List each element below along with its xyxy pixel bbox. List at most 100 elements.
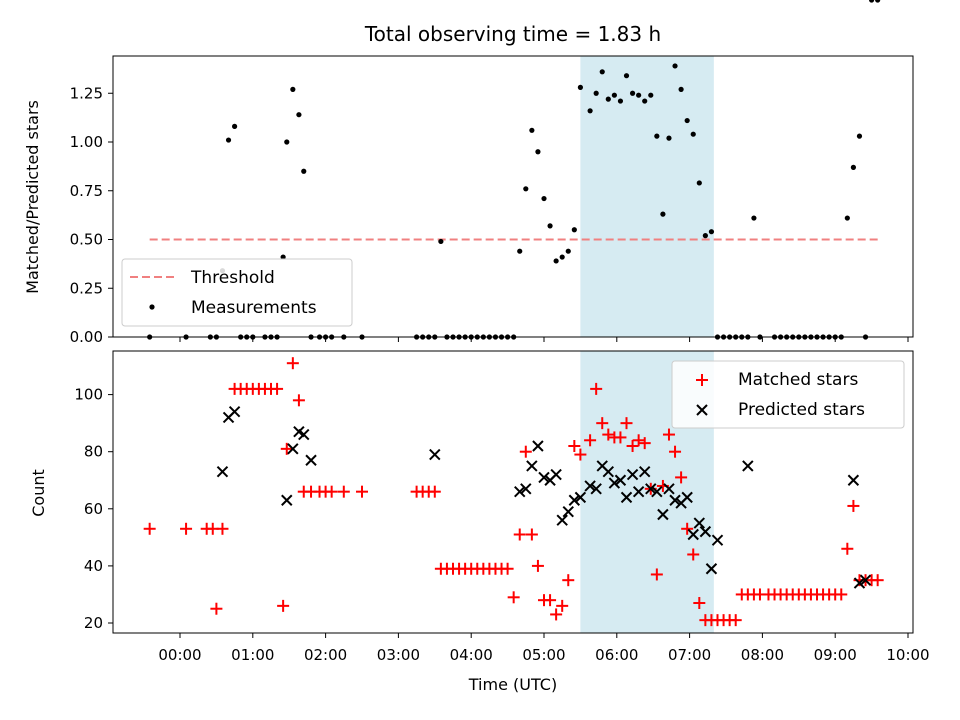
measurement-point (559, 254, 565, 260)
measurement-point (660, 211, 666, 217)
legend-measurements-swatch (149, 304, 155, 310)
matched-star-point (562, 574, 575, 587)
predicted-star-point (681, 491, 693, 504)
predicted-star-point (590, 483, 602, 495)
matched-star-point (729, 614, 742, 627)
measurement-point (529, 127, 535, 133)
predicted-star-point (687, 528, 699, 541)
matched-star-point (507, 591, 520, 604)
x-tick-label: 01:00 (231, 646, 274, 664)
measurement-point (642, 98, 648, 104)
matched-star-point (210, 602, 223, 615)
measurement-point (565, 248, 571, 254)
matched-star-point (681, 522, 694, 535)
measurement-point (523, 186, 529, 192)
measurement-point (438, 238, 444, 245)
measurement-point (280, 254, 286, 260)
top-y-ticks: 0.00 0.25 0.50 0.75 1.00 1.25 (70, 84, 113, 346)
measurement-point (629, 90, 636, 96)
legend-matched-swatch (696, 374, 708, 386)
top-y-axis-label: Matched/Predicted stars (23, 100, 42, 294)
x-tick-label: 03:00 (377, 646, 420, 664)
predicted-star-point (669, 494, 681, 506)
matched-star-point (428, 485, 441, 498)
top-panel: 0.00 0.25 0.50 0.75 1.00 1.25 Matched/Predict… (23, 0, 914, 346)
matched-star-point (519, 445, 532, 458)
predicted-star-point (526, 460, 538, 472)
matched-star-point (501, 562, 514, 575)
matched-star-point (544, 594, 557, 607)
predicted-star-point (657, 508, 669, 521)
bottom-legend-box (671, 360, 905, 429)
matched-star-point (620, 417, 633, 430)
predicted-star-point (711, 534, 724, 546)
matched-star-point (841, 542, 854, 555)
x-tick-label: 06:00 (595, 646, 638, 664)
predicted-star-point (556, 514, 568, 526)
measurement-point (751, 215, 757, 221)
bottom-legend: Matched stars Predicted stars (671, 360, 905, 429)
predicted-star-point (853, 577, 866, 589)
predicted-star-point (584, 480, 596, 492)
measurement-point (553, 258, 559, 264)
predicted-star-point (632, 485, 645, 498)
matched-star-point (337, 485, 350, 498)
predicted-star-point (562, 505, 574, 518)
x-axis-label: Time (UTC) (468, 675, 557, 694)
matched-star-point (280, 442, 293, 455)
matched-star-point (871, 574, 884, 587)
predicted-star-point (281, 494, 293, 506)
predicted-star-point (742, 460, 754, 472)
predicted-star-point (626, 468, 639, 481)
measurement-point (517, 248, 523, 254)
x-tick-label: 10:00 (886, 646, 929, 664)
measurement-point (690, 131, 696, 137)
matched-star-point (286, 357, 299, 370)
x-tick-label: 02:00 (304, 646, 347, 664)
predicted-star-point (520, 483, 532, 495)
measurement-point (296, 112, 302, 118)
measurement-point (541, 195, 547, 202)
predicted-stars-points (216, 406, 872, 589)
top-y-tick-label: 1.00 (70, 133, 103, 151)
matched-star-point (662, 428, 675, 441)
matched-star-point (596, 417, 609, 430)
predicted-star-point (550, 468, 562, 481)
legend-measurements-label: Measurements (191, 298, 317, 318)
predicted-star-point (228, 406, 241, 418)
legend-predicted-swatch (696, 404, 708, 416)
measurement-point (678, 86, 684, 92)
measurement-point (605, 96, 611, 102)
matched-star-point (568, 439, 581, 452)
measurement-point (636, 92, 642, 98)
matched-star-point (638, 437, 651, 450)
measurement-point (599, 69, 605, 75)
figure-title: Total observing time = 1.83 h (364, 22, 661, 46)
matched-star-point (650, 568, 663, 581)
matched-star-point (550, 608, 563, 621)
matched-star-point (632, 434, 645, 447)
matched-star-point (356, 485, 368, 498)
top-y-tick-label: 0.25 (70, 279, 103, 297)
predicted-star-point (859, 574, 872, 586)
predicted-star-point (602, 465, 615, 478)
x-tick-label: 07:00 (668, 646, 711, 664)
measurement-point (547, 223, 553, 229)
predicted-star-point (651, 485, 663, 498)
matched-star-point (325, 485, 338, 498)
matched-star-point (143, 522, 156, 535)
measurement-point (702, 233, 708, 239)
x-tick-label: 00:00 (158, 646, 201, 664)
predicted-star-point (538, 471, 550, 484)
top-y-tick-label: 0.00 (70, 328, 103, 346)
measurement-point (225, 137, 232, 143)
predicted-star-point (620, 491, 633, 504)
matched-star-point (574, 448, 587, 461)
measurement-point (672, 63, 678, 69)
measurement-point (684, 117, 690, 124)
matched-star-point (216, 522, 229, 535)
legend-matched-label: Matched stars (738, 370, 858, 390)
measurement-point (654, 133, 660, 139)
top-y-tick-label: 0.75 (70, 182, 103, 200)
